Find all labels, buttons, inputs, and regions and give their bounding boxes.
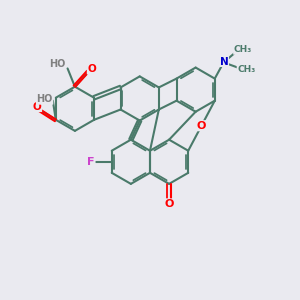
Text: O: O xyxy=(197,121,206,131)
Text: N: N xyxy=(220,56,229,67)
Text: O: O xyxy=(33,102,42,112)
Text: HO: HO xyxy=(49,59,65,69)
Text: F: F xyxy=(87,157,95,167)
Text: CH₃: CH₃ xyxy=(234,45,252,54)
Text: CH₃: CH₃ xyxy=(237,65,255,74)
Text: O: O xyxy=(164,199,174,209)
Text: HO: HO xyxy=(36,94,53,104)
Text: O: O xyxy=(87,64,96,74)
